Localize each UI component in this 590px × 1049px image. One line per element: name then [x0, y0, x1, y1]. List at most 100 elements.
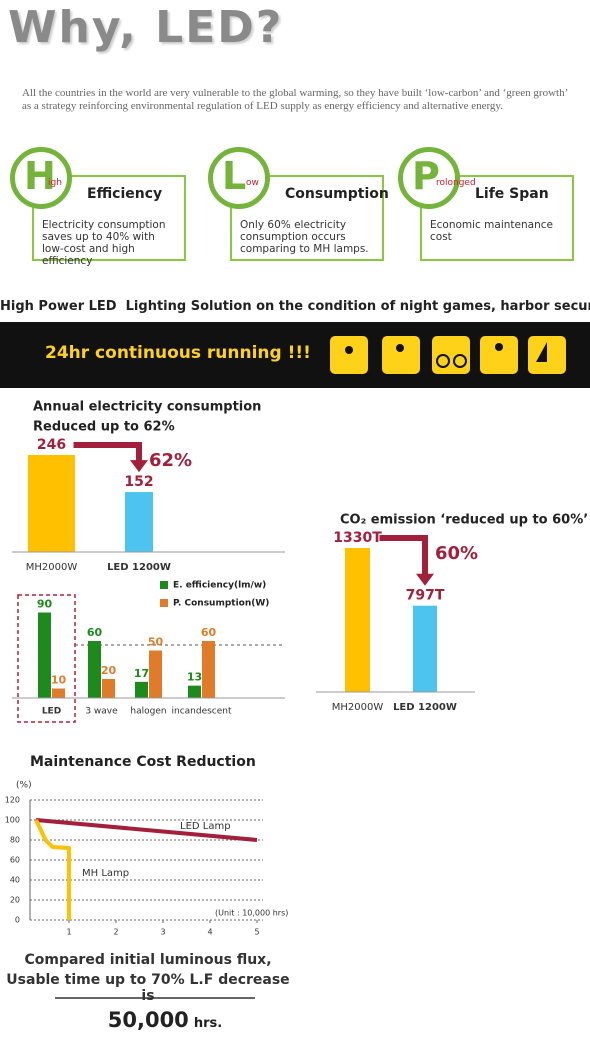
series-label: MH Lamp: [82, 868, 129, 879]
category-label: LED 1200W: [107, 562, 171, 573]
icon-glyph: [495, 343, 503, 351]
value-label: 50: [148, 636, 164, 649]
category-label: MH2000W: [332, 702, 384, 713]
line: [34, 819, 71, 920]
category-label: incandescent: [171, 707, 232, 717]
chart-title: Maintenance Cost Reduction: [30, 754, 256, 770]
y-tick-label: 120: [5, 796, 20, 805]
annotation: 60%: [435, 543, 478, 564]
bar: [345, 548, 370, 692]
feature-heading: Life Span: [475, 186, 549, 202]
arrow-head: [130, 460, 148, 473]
feature-heading: Consumption: [285, 186, 389, 202]
icon-glyph: [436, 354, 450, 368]
footer-unit: hrs.: [193, 1016, 223, 1031]
legend-label: P. Consumption(W): [173, 599, 269, 609]
bar: [188, 685, 201, 698]
value-label: 60: [201, 626, 217, 639]
footer-value-line: 50,000 hrs.: [55, 1008, 275, 1032]
feature-text: Economic maintenance cost: [430, 219, 553, 243]
arrow-head: [416, 573, 434, 586]
y-axis-label: (%): [16, 781, 32, 791]
y-tick-label: 100: [5, 816, 20, 825]
icon: [330, 336, 368, 374]
feature-heading: Efficiency: [87, 186, 163, 202]
feature-sub: rolonged: [436, 178, 476, 188]
feature-text: Only 60% electricity consumption occurs …: [240, 219, 369, 255]
bar: [135, 681, 148, 698]
legend-swatch: [160, 599, 168, 607]
bar: [125, 492, 153, 552]
y-tick-label: 20: [10, 896, 20, 905]
feature-letter: P: [412, 154, 440, 198]
arrow: [73, 442, 142, 463]
chart-subtitle: Reduced up to 62%: [33, 420, 175, 435]
icon-glyph: [345, 346, 353, 354]
page-title: Why, LED?: [8, 2, 284, 53]
value-label: 797T: [406, 588, 445, 604]
icon-glyph: [396, 344, 404, 352]
category-label: LED: [42, 707, 61, 717]
icon-glyph: [536, 342, 547, 362]
value-label: 90: [37, 598, 53, 611]
icon-glyph: [453, 354, 467, 368]
bar: [88, 641, 101, 698]
solution-heading: High Power LED Lighting Solution on the …: [0, 299, 590, 314]
x-tick-label: 1: [66, 928, 71, 937]
value-label: 1330T: [333, 530, 382, 546]
value-label: 152: [124, 474, 153, 490]
category-label: 3 wave: [85, 707, 118, 717]
value-label: 17: [134, 667, 149, 680]
bar: [38, 612, 51, 698]
y-tick-label: 40: [10, 876, 20, 885]
value-label: 60: [87, 626, 103, 639]
x-note: (Unit : 10,000 hrs): [215, 909, 288, 918]
line: [35, 818, 258, 842]
y-tick-label: 80: [10, 836, 20, 845]
chart-title: Annual electricity consumption: [33, 400, 261, 415]
y-tick-label: 0: [15, 916, 20, 925]
x-tick-label: 2: [113, 928, 118, 937]
icon: [432, 336, 470, 374]
icon: [382, 336, 420, 374]
x-tick-label: 4: [207, 928, 212, 937]
bar: [149, 650, 162, 698]
feature-letter: L: [222, 154, 247, 198]
y-tick-label: 60: [10, 856, 20, 865]
category-label: LED 1200W: [393, 702, 457, 713]
footer-line: Compared initial luminous flux,: [24, 952, 272, 968]
icon: [480, 336, 518, 374]
footer-value: 50,000: [107, 1008, 189, 1032]
category-label: halogen: [130, 707, 166, 717]
bar: [28, 455, 75, 552]
category-label: MH2000W: [26, 562, 78, 573]
bar: [413, 605, 437, 692]
series-label: LED Lamp: [180, 821, 231, 832]
x-tick-label: 5: [254, 928, 259, 937]
activity-icons: [330, 336, 566, 374]
value-label: 20: [101, 664, 117, 677]
value-label: 246: [37, 437, 66, 453]
arrow: [379, 535, 428, 576]
bar: [52, 688, 65, 698]
legend-swatch: [160, 581, 168, 589]
annotation: 62%: [149, 450, 192, 471]
chart-title: CO₂ emission ‘reduced up to 60%’: [340, 513, 588, 528]
feature-sub: igh: [48, 178, 62, 188]
intro: All the countries in the world are very …: [22, 87, 568, 112]
bar: [102, 679, 115, 698]
legend-label: E. efficiency(lm/w): [173, 581, 266, 591]
highlight-box: [17, 594, 76, 723]
footer-line: Usable time up to 70% L.F decrease is: [6, 972, 290, 1004]
feature-letter: H: [24, 154, 56, 198]
x-tick-label: 3: [160, 928, 165, 937]
bar: [202, 641, 215, 698]
feature-text: Electricity consumption saves up to 40% …: [42, 219, 166, 267]
feature-sub: ow: [246, 178, 259, 188]
